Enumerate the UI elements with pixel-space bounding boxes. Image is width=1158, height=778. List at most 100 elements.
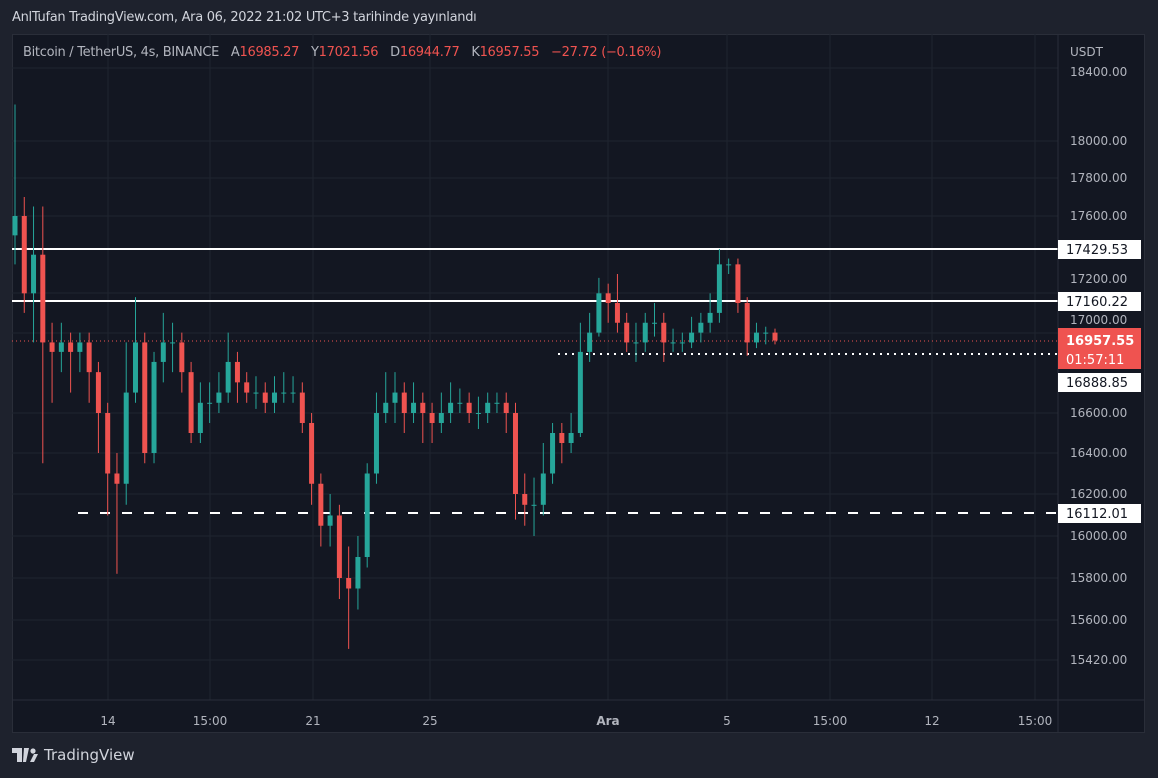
candle-body [12,216,18,236]
support-dotted-label: 16888.85 [1066,376,1128,391]
candle-body [40,254,46,343]
candle-body [58,342,64,352]
candle-body [596,293,602,333]
candle-body [253,392,259,394]
candle-body [438,413,444,423]
time-tick-label: 15:00 [1018,714,1053,728]
candle-body [735,264,741,304]
candle-body [522,494,528,505]
candle-body [336,515,342,578]
price-tick-label: 16200.00 [1070,487,1127,501]
candle-body [753,332,759,343]
candle-body [105,413,111,474]
candle-body [49,342,55,352]
candle-body [763,332,769,334]
candle-body [383,402,389,413]
candle-body [633,342,639,344]
close-value: 16957.55 [479,45,540,60]
change-value: −27.72 (−0.16%) [551,45,662,60]
price-line-labels: 17429.53 17160.22 16112.01 16957.55 01:57:11… [1058,240,1141,523]
candle-body [494,402,500,404]
last-price-box [1058,328,1141,369]
candle-body [21,216,27,294]
symbol-name[interactable]: Bitcoin / TetherUS, 4s, BINANCE [23,45,220,60]
candle-body [234,361,240,383]
candle-body [207,402,213,404]
candle-body [86,342,92,373]
candle-body [346,578,352,589]
price-tick-label: 17600.00 [1070,209,1127,223]
price-tick-label: 16400.00 [1070,446,1127,460]
candle-body [716,264,722,313]
candle-body [151,361,157,453]
candlestick-chart[interactable]: 18400.00 18000.00 17800.00 17600.00 17200.00… [12,34,1145,733]
open-label: A [230,45,240,60]
time-tick-label: 12 [924,714,939,728]
candles [12,104,778,649]
currency-label: USDT [1070,45,1104,59]
tradingview-logo[interactable]: TradingView [12,746,135,764]
candle-body [95,372,101,413]
candle-body [373,413,379,474]
price-axis: 18400.00 18000.00 17800.00 17600.00 17200.00… [1057,34,1127,733]
price-tick-label: 15420.00 [1070,653,1127,667]
price-tick-label: 17200.00 [1070,272,1127,286]
support-dashed-label-bg [1058,503,1141,523]
candle-body [355,557,361,589]
candle-body [614,303,620,323]
resistance-mid-label-bg [1058,292,1141,311]
time-tick-label: 25 [422,714,437,728]
candle-body [429,413,435,423]
candle-body [299,392,305,423]
candle-body [698,322,704,333]
candle-body [392,392,398,403]
grid [12,34,1058,700]
footer-brand: TradingView [44,746,135,764]
price-tick-label: 15800.00 [1070,571,1127,585]
candle-body [114,473,120,484]
last-price-label: 16957.55 [1066,334,1134,349]
candle-body [531,504,537,506]
candle-body [624,322,630,343]
candle-body [559,433,565,443]
candle-body [170,342,176,344]
candle-body [132,342,138,393]
time-tick-label: Ara [596,714,619,728]
candle-body [401,392,407,413]
candle-body [550,433,556,474]
candle-body [225,361,231,393]
time-tick-label: 14 [100,714,115,728]
high-label: Y [310,45,319,60]
candle-body [327,515,333,526]
resistance-high-label: 17429.53 [1066,243,1128,258]
candle-body [290,392,296,394]
price-tick-label: 18400.00 [1070,65,1127,79]
candle-body [661,322,667,343]
candle-body [448,402,454,413]
candle-body [772,332,778,341]
candle-body [568,433,574,443]
candle-body [216,392,222,403]
candle-body [364,473,370,557]
candle-body [160,342,166,362]
symbol-legend: Bitcoin / TetherUS, 4s, BINANCE A16985.2… [23,45,661,60]
time-tick-label: 15:00 [813,714,848,728]
price-tick-label: 18000.00 [1070,134,1127,148]
price-tick-label: 16000.00 [1070,529,1127,543]
candle-body [652,322,658,324]
candle-body [689,332,695,343]
candle-body [262,392,268,403]
high-value: 17021.56 [318,45,379,60]
candle-body [31,254,37,294]
time-tick-label: 15:00 [193,714,228,728]
candle-body [475,413,481,414]
candle-body [485,402,491,413]
candle-body [68,342,74,352]
candle-body [457,402,463,404]
candle-body [142,342,148,453]
time-tick-label: 21 [305,714,320,728]
candle-body [744,303,750,343]
low-value: 16944.77 [399,45,460,60]
candle-body [281,392,287,394]
candle-body [188,372,194,433]
